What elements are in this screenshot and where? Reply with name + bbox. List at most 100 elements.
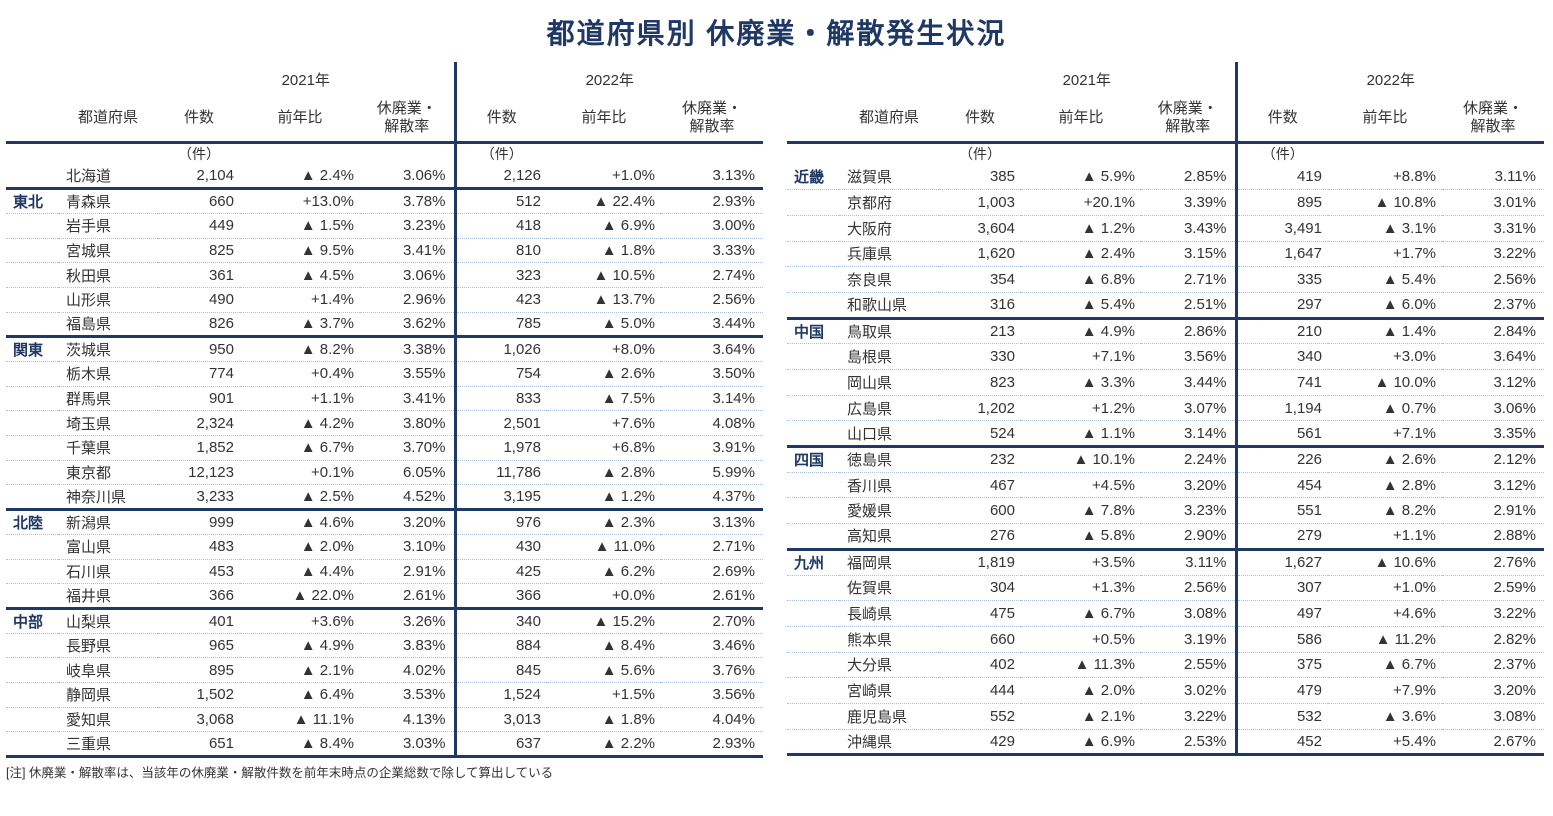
region-label <box>6 361 58 387</box>
count-2022: 419 <box>1234 164 1328 191</box>
prefecture-header: 都道府県 <box>839 96 939 144</box>
region-label <box>6 583 58 610</box>
region-label <box>6 731 58 758</box>
table-row: 群馬県 901 +1.1% 3.41% 833 ▲ 7.5% 3.14% <box>6 386 763 412</box>
count-2022: 425 <box>453 559 547 585</box>
tables-container: 2021年 2022年 都道府県 件数 前年比 休廃業・ 解散率 件数 前年比 休… <box>0 62 1553 758</box>
rate-2022: 3.22% <box>1442 241 1544 268</box>
count-2021: 1,003 <box>939 189 1021 216</box>
yoy-2021: ▲ 10.1% <box>1021 446 1141 473</box>
rate-2021: 3.15% <box>1141 241 1236 268</box>
column-header-row: 都道府県 件数 前年比 休廃業・ 解散率 件数 前年比 休廃業・ 解散率 <box>6 96 763 144</box>
prefecture-name: 大阪府 <box>839 215 939 242</box>
year-header-row: 2021年 2022年 <box>787 62 1544 96</box>
prefecture-name: 群馬県 <box>58 386 158 412</box>
yoy-2022: ▲ 11.0% <box>547 534 661 560</box>
rate-2021: 3.20% <box>1141 472 1236 499</box>
prefecture-name: 大分県 <box>839 652 939 679</box>
rate-2021: 3.44% <box>1141 369 1236 396</box>
count-2021: 402 <box>939 652 1021 679</box>
rate-2021: 3.80% <box>360 410 455 437</box>
count-2022: 1,647 <box>1234 241 1328 268</box>
yoy-2021: ▲ 1.2% <box>1021 215 1141 242</box>
prefecture-name: 高知県 <box>839 523 939 551</box>
yoy-2021: +0.4% <box>240 361 360 387</box>
table-row: 近畿 滋賀県 385 ▲ 5.9% 2.85% 419 +8.8% 3.11% <box>787 164 1544 191</box>
region-label <box>6 559 58 585</box>
count-2021: 316 <box>939 292 1021 320</box>
rate-2021: 3.41% <box>360 238 455 264</box>
count-2022: 586 <box>1234 626 1328 653</box>
table-row: 岐阜県 895 ▲ 2.1% 4.02% 845 ▲ 5.6% 3.76% <box>6 657 763 683</box>
yoy-2022: ▲ 10.6% <box>1328 549 1442 576</box>
prefecture-table-right: 2021年 2022年 都道府県 件数 前年比 休廃業・ 解散率 件数 前年比 休… <box>787 62 1544 757</box>
region-label <box>787 215 839 242</box>
rate-2021: 2.91% <box>360 559 455 585</box>
count-2022: 754 <box>453 361 547 387</box>
rate-2021: 3.10% <box>360 534 455 560</box>
table-row: 鹿児島県 552 ▲ 2.1% 3.22% 532 ▲ 3.6% 3.08% <box>787 703 1544 730</box>
yoy-2021: ▲ 2.0% <box>240 534 360 560</box>
rate-2022: 3.12% <box>1442 472 1544 499</box>
count-2021: 660 <box>158 188 240 214</box>
prefecture-name: 北海道 <box>58 164 158 191</box>
table-row: 四国 徳島県 232 ▲ 10.1% 2.24% 226 ▲ 2.6% 2.12% <box>787 446 1544 473</box>
rate-2021: 3.23% <box>1141 497 1236 525</box>
count-2022: 1,026 <box>453 336 547 362</box>
count-2022: 11,786 <box>453 460 547 486</box>
yoy-2022: ▲ 2.2% <box>547 731 661 758</box>
rate-2021: 3.06% <box>360 164 455 191</box>
rate-2021: 3.70% <box>360 435 455 461</box>
yoy-2022: ▲ 10.0% <box>1328 369 1442 396</box>
count-2022: 3,491 <box>1234 215 1328 242</box>
count-2022: 452 <box>1234 729 1328 757</box>
region-label <box>6 386 58 412</box>
rate-2022: 5.99% <box>661 460 763 486</box>
yoy-2021: ▲ 6.8% <box>1021 266 1141 293</box>
region-label <box>787 189 839 216</box>
count-2022: 1,194 <box>1234 395 1328 422</box>
prefecture-name: 滋賀県 <box>839 164 939 191</box>
rate-2021: 3.03% <box>360 731 455 758</box>
table-row: 熊本県 660 +0.5% 3.19% 586 ▲ 11.2% 2.82% <box>787 626 1544 653</box>
table-row: 栃木県 774 +0.4% 3.55% 754 ▲ 2.6% 3.50% <box>6 361 763 387</box>
prefecture-name: 福井県 <box>58 583 158 610</box>
table-row: 岩手県 449 ▲ 1.5% 3.23% 418 ▲ 6.9% 3.00% <box>6 213 763 239</box>
region-label <box>6 410 58 437</box>
rate-2022: 2.56% <box>661 287 763 313</box>
prefecture-name: 京都府 <box>839 189 939 216</box>
prefecture-name: 栃木県 <box>58 361 158 387</box>
yoy-2021: ▲ 3.7% <box>240 312 360 339</box>
unit-label-2021: （件） <box>959 145 1001 162</box>
region-label <box>6 657 58 683</box>
prefecture-name: 徳島県 <box>839 446 939 473</box>
region-label: 近畿 <box>787 164 839 191</box>
yoy-2021: +3.5% <box>1021 549 1141 576</box>
region-label <box>787 241 839 268</box>
count-2021: 483 <box>158 534 240 560</box>
table-row: 佐賀県 304 +1.3% 2.56% 307 +1.0% 2.59% <box>787 575 1544 602</box>
table-row: 神奈川県 3,233 ▲ 2.5% 4.52% 3,195 ▲ 1.2% 4.37% <box>6 484 763 512</box>
count-2021: 366 <box>158 583 240 610</box>
rate-2021: 4.02% <box>360 657 455 683</box>
page-title: 都道府県別 休廃業・解散発生状況 <box>546 18 1007 49</box>
table-row: 東京都 12,123 +0.1% 6.05% 11,786 ▲ 2.8% 5.99% <box>6 460 763 486</box>
yoy-2021: ▲ 2.1% <box>1021 703 1141 730</box>
count-2021: 385 <box>939 164 1021 191</box>
rate-2022: 2.12% <box>1442 446 1544 473</box>
count-2021: 1,202 <box>939 395 1021 422</box>
rate-2022: 4.04% <box>661 707 763 733</box>
count-2022: 323 <box>453 262 547 288</box>
yoy-2021: ▲ 2.0% <box>1021 677 1141 704</box>
rate-2022: 2.37% <box>1442 652 1544 679</box>
yoy-2021: +0.5% <box>1021 626 1141 653</box>
rate-2022: 3.31% <box>1442 215 1544 242</box>
rate-2022: 4.08% <box>661 410 763 437</box>
count-2022: 335 <box>1234 266 1328 293</box>
region-label <box>6 164 58 191</box>
region-label <box>6 633 58 659</box>
prefecture-name: 和歌山県 <box>839 292 939 320</box>
yoy-2022: +8.8% <box>1328 164 1442 191</box>
prefecture-name: 山梨県 <box>58 608 158 634</box>
region-label <box>787 395 839 422</box>
